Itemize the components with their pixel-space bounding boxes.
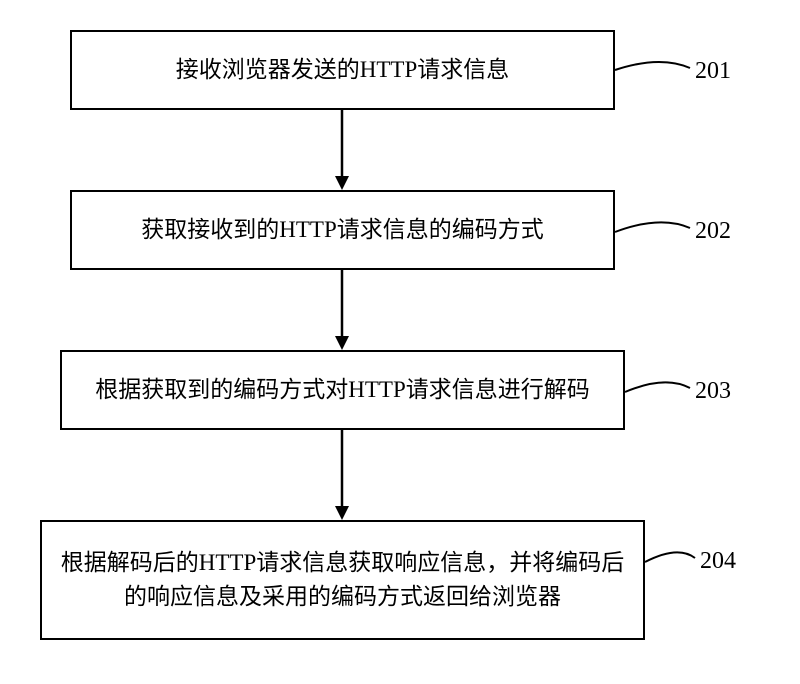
flowchart-canvas: 接收浏览器发送的HTTP请求信息 201 获取接收到的HTTP请求信息的编码方式… [0,0,800,684]
leader-line [0,0,800,684]
